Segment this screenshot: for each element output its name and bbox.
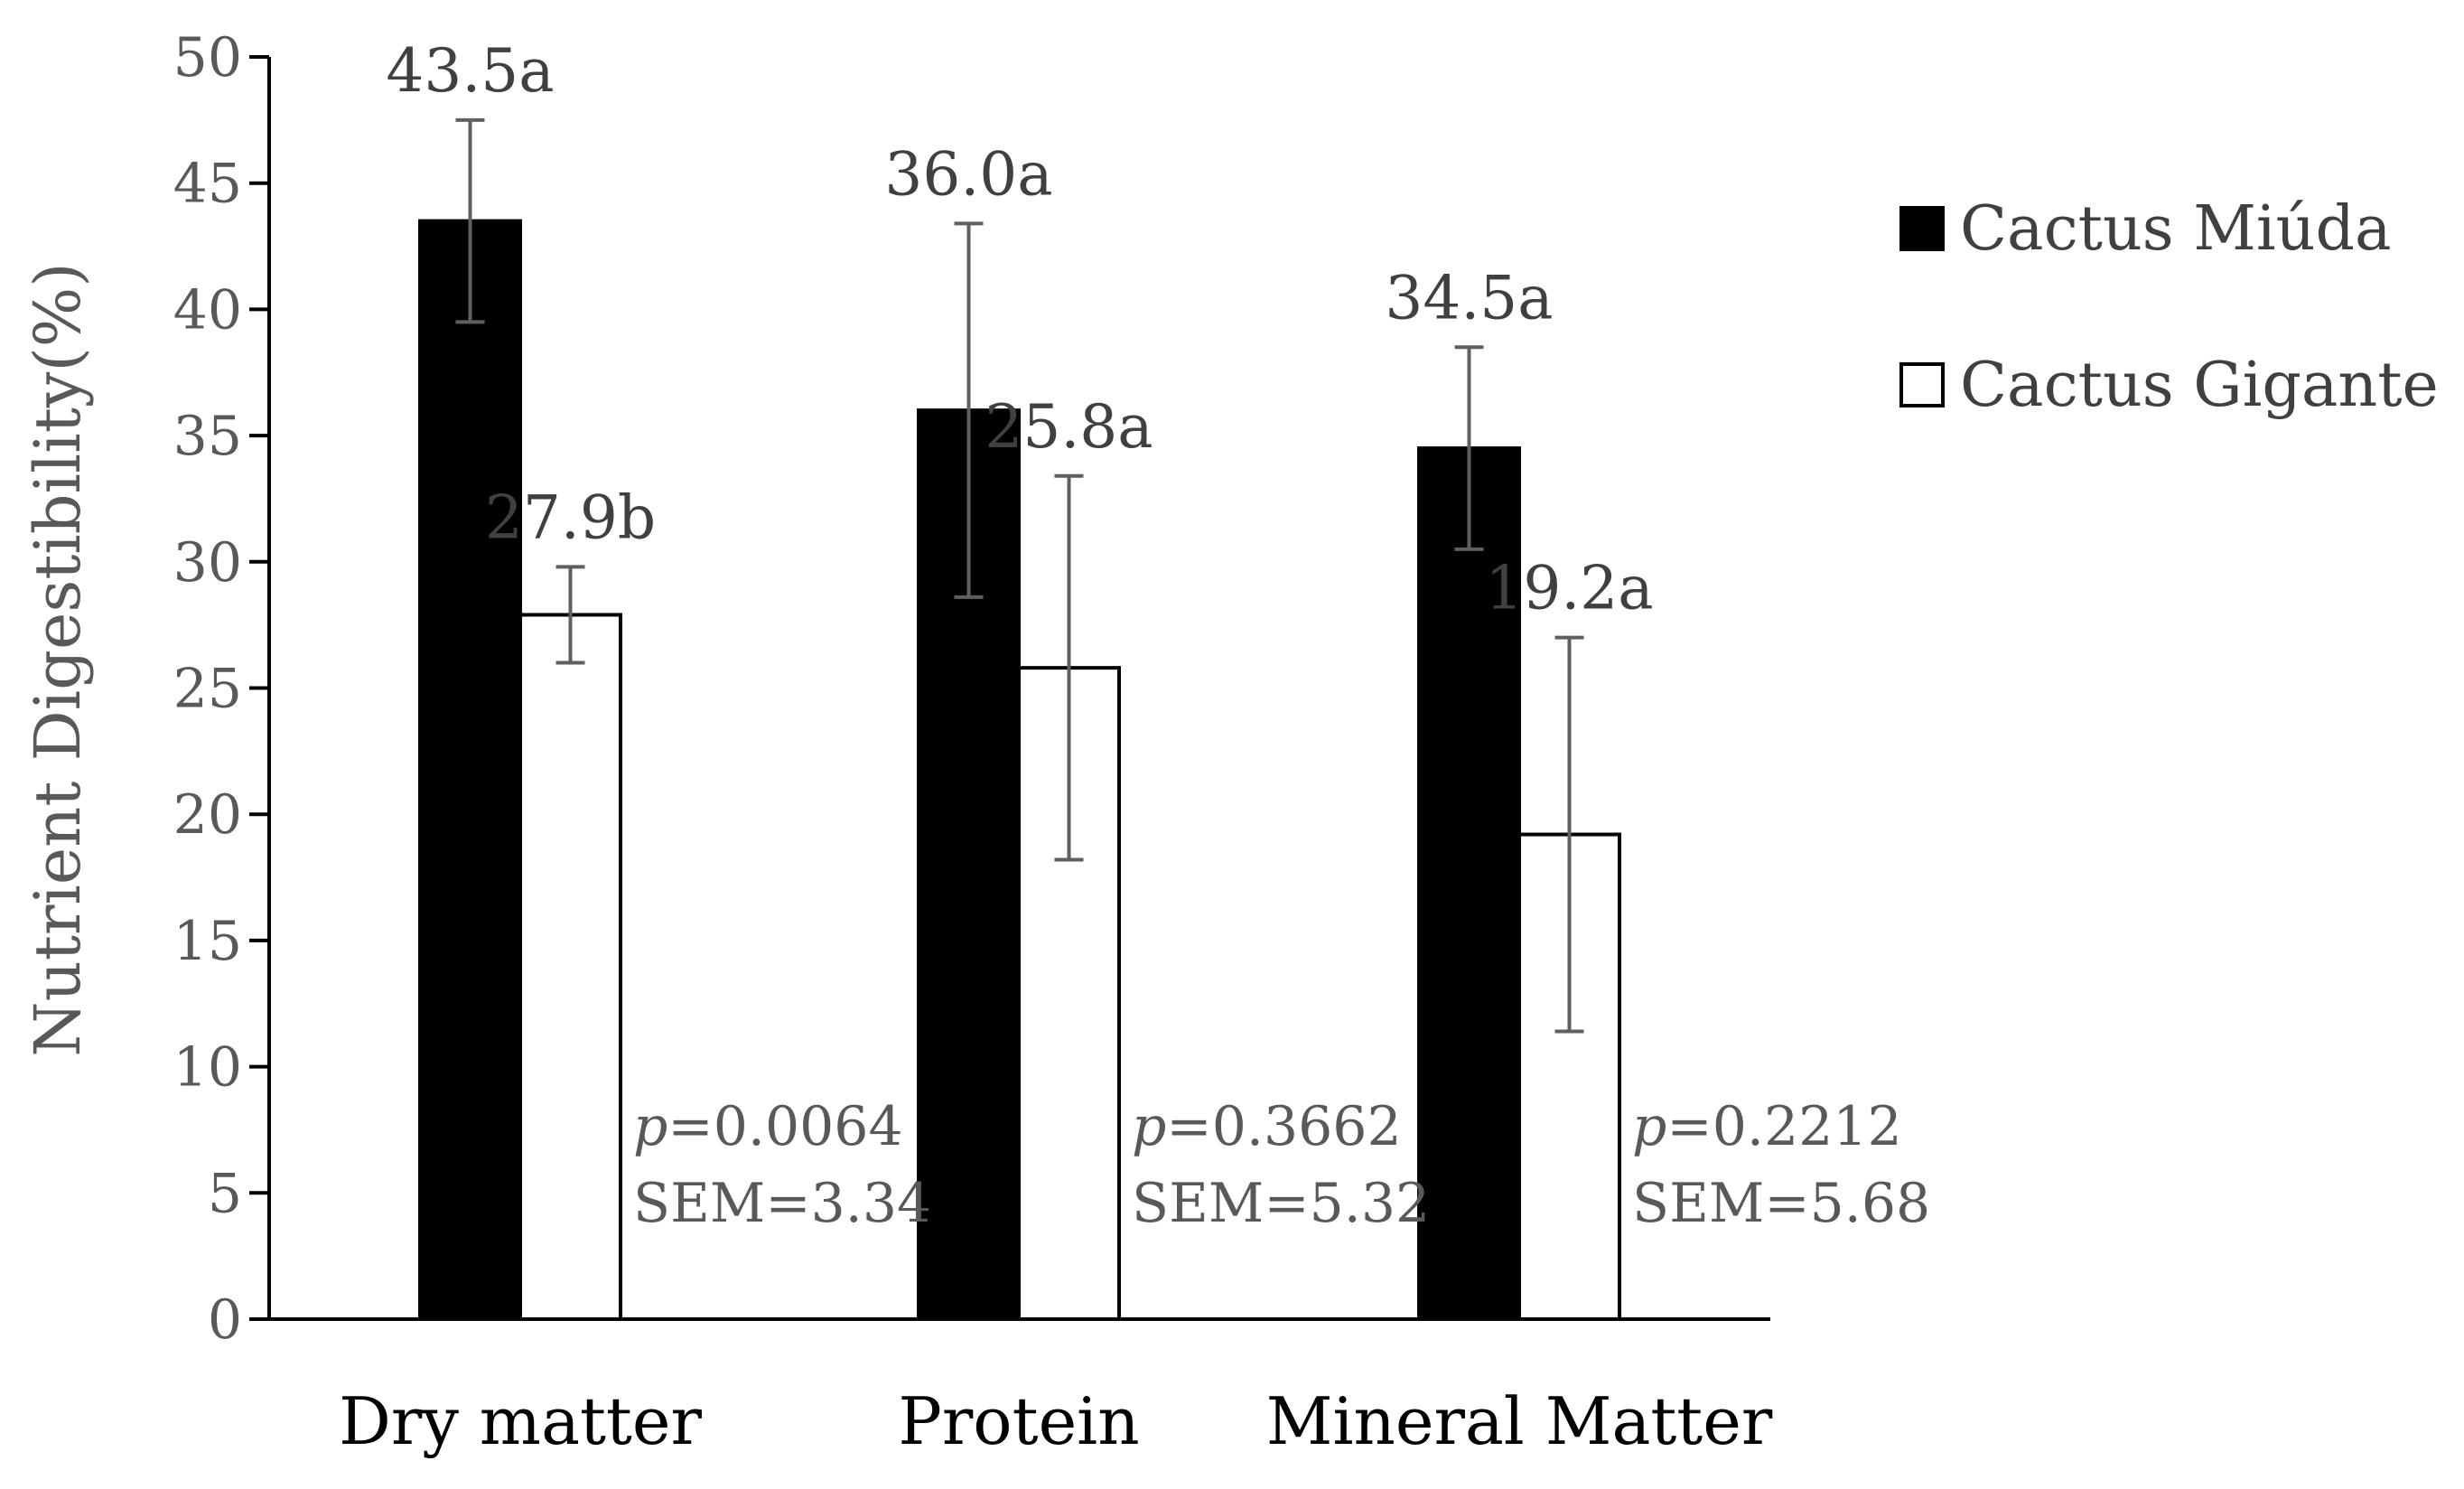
y-tick-label: 10	[173, 1036, 242, 1100]
p-value-label: p=0.0064	[633, 1095, 903, 1158]
p-value-label: p=0.2212	[1632, 1095, 1902, 1158]
y-tick-label: 30	[173, 531, 242, 595]
y-tick-label: 50	[173, 26, 242, 89]
y-axis-title: Nutrient Digestibility(%)	[21, 262, 95, 1056]
p-value-label: p=0.3662	[1132, 1095, 1402, 1158]
y-tick-label: 40	[173, 278, 242, 342]
data-label: 19.2a	[1485, 554, 1653, 623]
x-category-label: Dry matter	[339, 1383, 702, 1459]
data-label: 25.8a	[985, 392, 1153, 462]
data-label: 36.0a	[884, 139, 1052, 209]
y-tick-label: 5	[208, 1162, 242, 1225]
bars	[418, 219, 1621, 1322]
y-tick-label: 25	[173, 658, 242, 721]
x-category-label: Protein	[898, 1383, 1139, 1459]
legend-label: Cactus Miúda	[1960, 193, 2392, 265]
sem-label: SEM=3.34	[633, 1172, 931, 1235]
y-tick-label: 20	[173, 783, 242, 847]
stat-annotations: p=0.0064 SEM=3.34 p=0.3662 SEM=5.32 p=0.2212…	[633, 1095, 1930, 1235]
legend-swatch-gigante	[1899, 362, 1945, 407]
data-label: 43.5a	[386, 36, 554, 106]
bar-miuda	[418, 219, 522, 1322]
data-label: 27.9b	[485, 482, 656, 552]
y-tick-label: 0	[208, 1288, 242, 1352]
y-tick-label: 45	[173, 153, 242, 216]
x-category-label: Mineral Matter	[1266, 1383, 1773, 1459]
y-axis: 0 5 10 15 20 25 30 35 40 45 50	[173, 26, 271, 1352]
error-bars	[455, 117, 1584, 1034]
sem-label: SEM=5.68	[1632, 1172, 1930, 1235]
data-labels: 43.5a 27.9b 36.0a 25.8a 34.5a 19.2a	[386, 36, 1653, 623]
data-label: 34.5a	[1385, 263, 1553, 332]
legend-label: Cactus Gigante	[1960, 350, 2439, 421]
y-tick-label: 35	[173, 405, 242, 468]
legend: Cactus Miúda Cactus Gigante	[1899, 193, 2439, 421]
x-axis: Dry matter Protein Mineral Matter	[269, 1317, 1773, 1459]
bar-gigante	[518, 613, 622, 1321]
sem-label: SEM=5.32	[1132, 1172, 1430, 1235]
y-tick-label: 15	[173, 910, 242, 973]
legend-swatch-miuda	[1899, 206, 1945, 251]
